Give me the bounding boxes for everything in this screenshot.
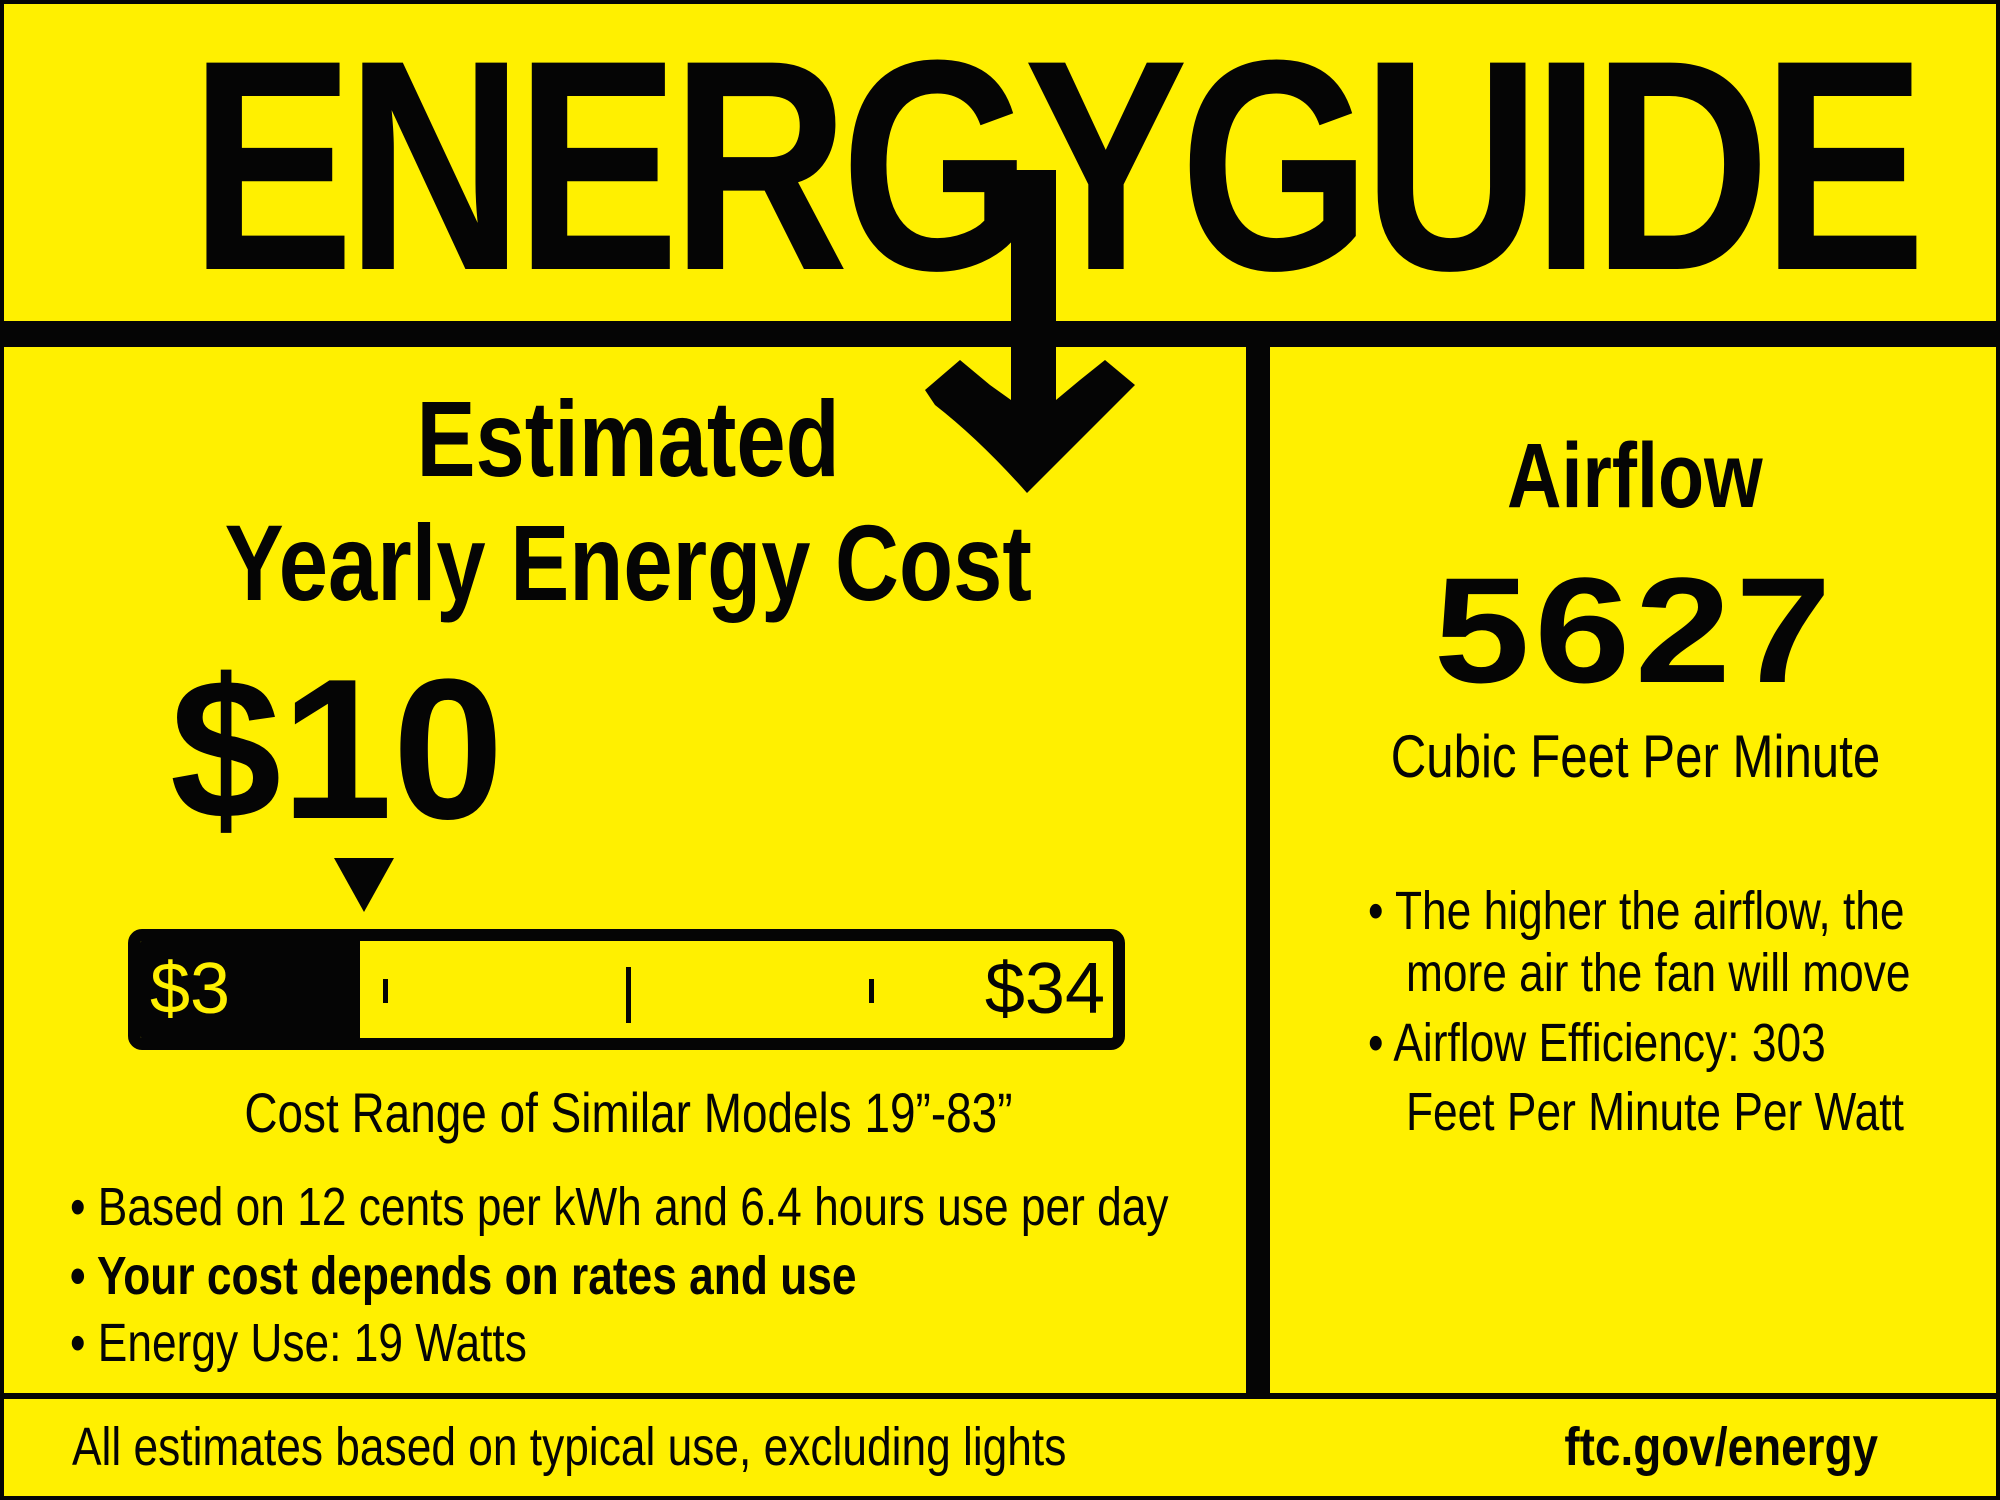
range-caption: Cost Range of Similar Models 19”-83”	[243, 1081, 1013, 1144]
header-divider	[0, 321, 2000, 347]
airflow-value: 5627	[1433, 546, 1837, 714]
title-text: ENERGYGUIDE	[190, 0, 1926, 333]
cost-bullet-depends: • Your cost depends on rates and use	[70, 1246, 857, 1306]
range-min-label: $3	[150, 949, 231, 1029]
energyguide-title: ENERGYGUIDE	[190, 15, 1926, 315]
cost-range-bar: $3 $34	[128, 929, 1125, 1050]
cost-heading-line1: Estimated	[416, 378, 840, 499]
cost-range-fill	[140, 941, 360, 1038]
footer-divider	[0, 1393, 2000, 1399]
ftc-link[interactable]: ftc.gov/energy	[1564, 1417, 1878, 1477]
airflow-bullet-efficiency-cont: Feet Per Minute Per Watt	[1406, 1082, 1904, 1142]
cost-marker-icon	[334, 858, 394, 912]
yearly-cost-value: $10	[170, 638, 504, 861]
range-tick	[383, 979, 388, 1003]
cost-bullet-rate: • Based on 12 cents per kWh and 6.4 hour…	[70, 1177, 1169, 1237]
arrow-down-icon	[925, 170, 1135, 493]
footer-note: All estimates based on typical use, excl…	[72, 1417, 1067, 1477]
range-tick	[626, 967, 631, 1023]
cost-heading-line2: Yearly Energy Cost	[224, 502, 1032, 623]
airflow-bullet-1-cont: more air the fan will move	[1406, 943, 1911, 1003]
airflow-bullet-efficiency: • Airflow Efficiency: 303	[1368, 1013, 1826, 1073]
range-tick	[869, 979, 874, 1003]
airflow-unit: Cubic Feet Per Minute	[1390, 723, 1880, 790]
cost-bullet-energy-use: • Energy Use: 19 Watts	[70, 1313, 527, 1373]
airflow-bullet-1: • The higher the airflow, the	[1368, 881, 1905, 941]
panel-divider	[1246, 321, 1270, 1397]
range-max-label: $34	[984, 949, 1105, 1029]
airflow-heading: Airflow	[1507, 425, 1763, 527]
